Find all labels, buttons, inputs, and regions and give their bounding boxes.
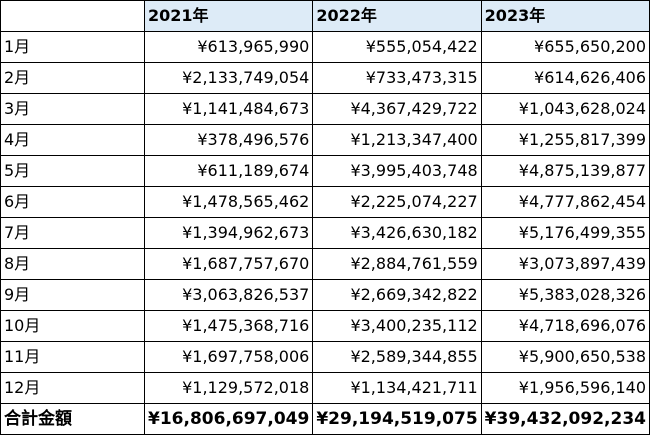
table-row: 5月 ¥611,189,674 ¥3,995,403,748 ¥4,875,13… (0, 155, 650, 187)
value-cell[interactable]: ¥1,687,757,670 (144, 248, 314, 280)
table-row: 2月 ¥2,133,749,054 ¥733,473,315 ¥614,626,… (0, 62, 650, 94)
total-value-2021[interactable]: ¥16,806,697,049 (144, 403, 314, 435)
value-cell[interactable]: ¥614,626,406 (480, 62, 650, 94)
month-label[interactable]: 11月 (0, 341, 146, 373)
table-row: 6月 ¥1,478,565,462 ¥2,225,074,227 ¥4,777,… (0, 186, 650, 218)
value-cell[interactable]: ¥1,697,758,006 (144, 341, 314, 373)
value-cell[interactable]: ¥1,475,368,716 (144, 310, 314, 342)
value-cell[interactable]: ¥4,718,696,076 (480, 310, 650, 342)
total-label[interactable]: 合計金額 (0, 403, 146, 435)
table-row: 7月 ¥1,394,962,673 ¥3,426,630,182 ¥5,176,… (0, 217, 650, 249)
value-cell[interactable]: ¥611,189,674 (144, 155, 314, 187)
month-label[interactable]: 4月 (0, 124, 146, 156)
month-label[interactable]: 1月 (0, 31, 146, 63)
value-cell[interactable]: ¥1,129,572,018 (144, 372, 314, 404)
table-row: 11月 ¥1,697,758,006 ¥2,589,344,855 ¥5,900… (0, 341, 650, 373)
table-row: 12月 ¥1,129,572,018 ¥1,134,421,711 ¥1,956… (0, 372, 650, 404)
value-cell[interactable]: ¥2,884,761,559 (312, 248, 482, 280)
table-row: 4月 ¥378,496,576 ¥1,213,347,400 ¥1,255,81… (0, 124, 650, 156)
month-label[interactable]: 2月 (0, 62, 146, 94)
value-cell[interactable]: ¥1,043,628,024 (480, 93, 650, 125)
value-cell[interactable]: ¥1,141,484,673 (144, 93, 314, 125)
value-cell[interactable]: ¥613,965,990 (144, 31, 314, 63)
value-cell[interactable]: ¥1,134,421,711 (312, 372, 482, 404)
value-cell[interactable]: ¥5,383,028,326 (480, 279, 650, 311)
total-value-2023[interactable]: ¥39,432,092,234 (480, 403, 650, 435)
value-cell[interactable]: ¥3,995,403,748 (312, 155, 482, 187)
value-cell[interactable]: ¥3,073,897,439 (480, 248, 650, 280)
value-cell[interactable]: ¥2,589,344,855 (312, 341, 482, 373)
table-row: 1月 ¥613,965,990 ¥555,054,422 ¥655,650,20… (0, 31, 650, 63)
month-label[interactable]: 7月 (0, 217, 146, 249)
value-cell[interactable]: ¥1,394,962,673 (144, 217, 314, 249)
value-cell[interactable]: ¥5,176,499,355 (480, 217, 650, 249)
value-cell[interactable]: ¥4,777,862,454 (480, 186, 650, 218)
table-row: 9月 ¥3,063,826,537 ¥2,669,342,822 ¥5,383,… (0, 279, 650, 311)
value-cell[interactable]: ¥655,650,200 (480, 31, 650, 63)
value-cell[interactable]: ¥5,900,650,538 (480, 341, 650, 373)
table-body: 1月 ¥613,965,990 ¥555,054,422 ¥655,650,20… (0, 31, 650, 435)
corner-cell[interactable] (0, 0, 146, 32)
value-cell[interactable]: ¥1,255,817,399 (480, 124, 650, 156)
month-label[interactable]: 8月 (0, 248, 146, 280)
value-cell[interactable]: ¥1,478,565,462 (144, 186, 314, 218)
value-cell[interactable]: ¥1,213,347,400 (312, 124, 482, 156)
month-label[interactable]: 3月 (0, 93, 146, 125)
header-year-2021[interactable]: 2021年 (144, 0, 314, 32)
value-cell[interactable]: ¥2,133,749,054 (144, 62, 314, 94)
value-cell[interactable]: ¥4,875,139,877 (480, 155, 650, 187)
value-cell[interactable]: ¥378,496,576 (144, 124, 314, 156)
value-cell[interactable]: ¥1,956,596,140 (480, 372, 650, 404)
month-label[interactable]: 6月 (0, 186, 146, 218)
table-row: 8月 ¥1,687,757,670 ¥2,884,761,559 ¥3,073,… (0, 248, 650, 280)
value-cell[interactable]: ¥3,426,630,182 (312, 217, 482, 249)
table-row: 3月 ¥1,141,484,673 ¥4,367,429,722 ¥1,043,… (0, 93, 650, 125)
header-year-2022[interactable]: 2022年 (312, 0, 482, 32)
month-label[interactable]: 10月 (0, 310, 146, 342)
month-label[interactable]: 9月 (0, 279, 146, 311)
table-header: 2021年 2022年 2023年 (0, 0, 650, 32)
total-value-2022[interactable]: ¥29,194,519,075 (312, 403, 482, 435)
value-cell[interactable]: ¥4,367,429,722 (312, 93, 482, 125)
value-cell[interactable]: ¥2,225,074,227 (312, 186, 482, 218)
value-cell[interactable]: ¥2,669,342,822 (312, 279, 482, 311)
value-cell[interactable]: ¥3,400,235,112 (312, 310, 482, 342)
total-row: 合計金額 ¥16,806,697,049 ¥29,194,519,075 ¥39… (0, 403, 650, 435)
header-row: 2021年 2022年 2023年 (0, 0, 650, 32)
value-cell[interactable]: ¥733,473,315 (312, 62, 482, 94)
value-cell[interactable]: ¥3,063,826,537 (144, 279, 314, 311)
value-cell[interactable]: ¥555,054,422 (312, 31, 482, 63)
month-label[interactable]: 12月 (0, 372, 146, 404)
header-year-2023[interactable]: 2023年 (480, 0, 650, 32)
month-label[interactable]: 5月 (0, 155, 146, 187)
table-row: 10月 ¥1,475,368,716 ¥3,400,235,112 ¥4,718… (0, 310, 650, 342)
